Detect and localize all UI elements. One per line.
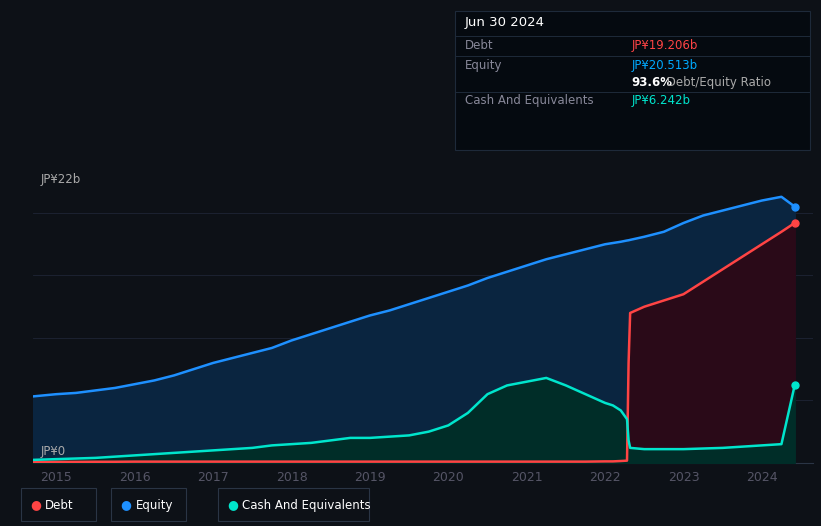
Text: ●: ● [30,499,41,511]
Text: Cash And Equivalents: Cash And Equivalents [465,94,594,107]
Text: Jun 30 2024: Jun 30 2024 [465,16,544,29]
Text: JP¥19.206b: JP¥19.206b [631,39,698,53]
Text: Debt: Debt [465,39,493,53]
Text: Debt/Equity Ratio: Debt/Equity Ratio [663,76,771,89]
Text: Debt: Debt [45,499,74,512]
Text: Equity: Equity [465,59,502,73]
Text: JP¥22b: JP¥22b [41,173,81,186]
Point [788,219,801,227]
Text: Cash And Equivalents: Cash And Equivalents [242,499,371,512]
Text: ●: ● [227,499,238,511]
Text: JP¥6.242b: JP¥6.242b [631,94,690,107]
Point [788,203,801,211]
Text: ●: ● [121,499,131,511]
Text: JP¥20.513b: JP¥20.513b [631,59,698,73]
Text: JP¥0: JP¥0 [41,445,66,458]
Text: Equity: Equity [135,499,173,512]
Point [788,381,801,389]
Text: 93.6%: 93.6% [631,76,672,89]
